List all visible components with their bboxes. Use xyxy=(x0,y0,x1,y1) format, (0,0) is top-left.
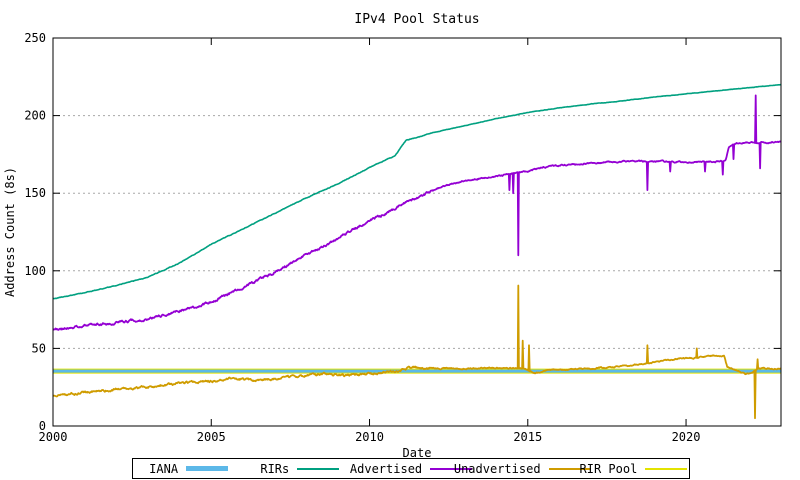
series-line-advertised xyxy=(52,94,782,331)
legend-item-advertised: Advertised xyxy=(350,462,473,476)
legend-item-rirs: RIRs xyxy=(244,462,355,476)
legend-swatch-rirs xyxy=(297,467,340,470)
x-tick-label: 2005 xyxy=(197,430,226,444)
y-tick-label: 0 xyxy=(39,419,46,433)
y-tick-label: 100 xyxy=(24,264,46,278)
legend-item-rir-pool: RIR Pool xyxy=(578,462,689,476)
legend-label: RIRs xyxy=(260,461,290,476)
y-tick-label: 150 xyxy=(24,186,46,200)
x-tick-label: 2015 xyxy=(513,430,542,444)
legend-label: IANA xyxy=(149,461,179,476)
x-tick-label: 2020 xyxy=(672,430,701,444)
chart-title: IPv4 Pool Status xyxy=(354,12,480,27)
series-line-unadvertised xyxy=(52,284,782,420)
legend-item-iana: IANA xyxy=(133,462,244,476)
legend-label: Unadvertised xyxy=(453,461,541,476)
y-tick-label: 250 xyxy=(24,31,46,45)
series-line-rirs xyxy=(52,83,782,300)
legend-label: RIR Pool xyxy=(579,461,638,476)
legend: IANA RIRs Advertised Unadvertised RIR Pool xyxy=(132,458,690,479)
legend-label: Advertised xyxy=(349,461,423,476)
y-tick-label: 200 xyxy=(24,109,46,123)
x-tick-label: 2000 xyxy=(39,430,68,444)
y-tick-label: 50 xyxy=(32,341,46,355)
legend-swatch-rir-pool xyxy=(645,467,688,470)
plot-border xyxy=(52,37,782,427)
legend-swatch-unadvertised xyxy=(548,467,591,470)
x-tick-label: 2010 xyxy=(355,430,384,444)
x-axis-label: Date xyxy=(402,446,432,460)
legend-swatch-advertised xyxy=(430,467,473,470)
legend-swatch-iana xyxy=(186,466,229,471)
legend-item-unadvertised: Unadvertised xyxy=(454,462,591,476)
